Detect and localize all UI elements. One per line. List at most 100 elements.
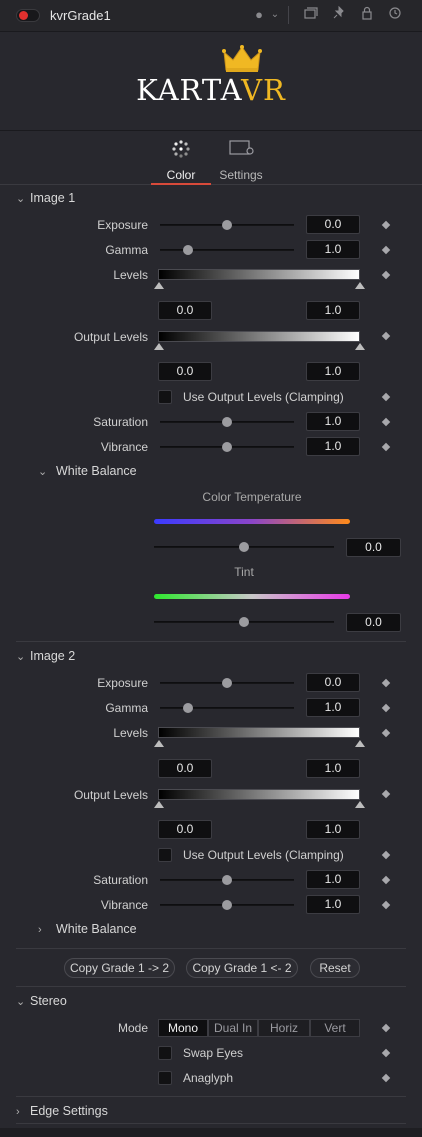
edge-settings-header[interactable]: › Edge Settings xyxy=(16,1104,108,1118)
output-levels-high-handle[interactable] xyxy=(355,801,365,808)
saturation-input[interactable]: 1.0 xyxy=(306,412,360,431)
exposure-label: Exposure xyxy=(97,218,148,232)
vibrance-slider-thumb[interactable] xyxy=(222,442,232,452)
output-levels-low-input[interactable]: 0.0 xyxy=(158,820,212,839)
gamma-slider[interactable] xyxy=(160,707,294,709)
exposure-input[interactable]: 0.0 xyxy=(306,215,360,234)
keyframe-diamond-icon[interactable] xyxy=(381,417,391,427)
keyframe-diamond-icon[interactable] xyxy=(381,1048,391,1058)
output-levels-low-input[interactable]: 0.0 xyxy=(158,362,212,381)
levels-high-handle[interactable] xyxy=(355,740,365,747)
use-output-levels-checkbox[interactable] xyxy=(158,848,172,862)
white-balance-header[interactable]: › White Balance xyxy=(38,922,137,936)
section-divider xyxy=(16,948,406,949)
keyframe-diamond-icon[interactable] xyxy=(381,678,391,688)
color-temperature-slider-thumb[interactable] xyxy=(239,542,249,552)
tint-input[interactable]: 0.0 xyxy=(346,613,401,632)
saturation-label: Saturation xyxy=(93,415,148,429)
keyframe-diamond-icon[interactable] xyxy=(381,875,391,885)
saturation-input[interactable]: 1.0 xyxy=(306,870,360,889)
keyframe-diamond-icon[interactable] xyxy=(381,900,391,910)
mode-vert-button[interactable]: Vert xyxy=(310,1019,360,1037)
color-temperature-input[interactable]: 0.0 xyxy=(346,538,401,557)
tab-settings[interactable]: Settings xyxy=(211,138,271,185)
copy-grade-1-to-2-button[interactable]: Copy Grade 1 -> 2 xyxy=(64,958,175,978)
chevron-down-icon: ⌄ xyxy=(16,651,26,663)
gamma-input[interactable]: 1.0 xyxy=(306,240,360,259)
keyframe-diamond-icon[interactable] xyxy=(381,331,391,341)
keyframe-diamond-icon[interactable] xyxy=(381,703,391,713)
swap-eyes-checkbox[interactable] xyxy=(158,1046,172,1060)
tab-color[interactable]: Color xyxy=(151,138,211,185)
use-output-levels-checkbox[interactable] xyxy=(158,390,172,404)
levels-high-input[interactable]: 1.0 xyxy=(306,759,360,778)
levels-low-input[interactable]: 0.0 xyxy=(158,759,212,778)
output-levels-gradient[interactable] xyxy=(158,331,360,342)
tint-label: Tint xyxy=(234,565,254,579)
gamma-slider-thumb[interactable] xyxy=(183,245,193,255)
keyframe-diamond-icon[interactable] xyxy=(381,789,391,799)
levels-high-input[interactable]: 1.0 xyxy=(306,301,360,320)
chevron-down-icon[interactable]: ⌄ xyxy=(270,9,280,20)
exposure-slider-thumb[interactable] xyxy=(222,220,232,230)
levels-gradient[interactable] xyxy=(158,727,360,738)
saturation-slider-thumb[interactable] xyxy=(222,417,232,427)
reset-icon[interactable] xyxy=(386,6,404,24)
vibrance-slider-thumb[interactable] xyxy=(222,900,232,910)
white-balance-label: White Balance xyxy=(56,464,137,478)
levels-low-input[interactable]: 0.0 xyxy=(158,301,212,320)
mode-dual-in-button[interactable]: Dual In xyxy=(208,1019,258,1037)
keyframe-diamond-icon[interactable] xyxy=(381,1073,391,1083)
output-levels-low-handle[interactable] xyxy=(154,801,164,808)
gamma-slider[interactable] xyxy=(160,249,294,251)
gamma-label: Gamma xyxy=(105,243,148,257)
logo-banner: KARTAVR xyxy=(0,33,422,131)
copy-grade-2-to-1-button[interactable]: Copy Grade 1 <- 2 xyxy=(186,958,298,978)
output-levels-high-handle[interactable] xyxy=(355,343,365,350)
gamma-slider-thumb[interactable] xyxy=(183,703,193,713)
image1-section-header[interactable]: ⌄ Image 1 xyxy=(16,191,75,205)
active-tab-indicator xyxy=(151,183,211,185)
output-levels-gradient[interactable] xyxy=(158,789,360,800)
output-levels-high-input[interactable]: 1.0 xyxy=(306,362,360,381)
keyframe-diamond-icon[interactable] xyxy=(381,270,391,280)
levels-gradient[interactable] xyxy=(158,269,360,280)
keyframe-diamond-icon[interactable] xyxy=(381,850,391,860)
white-balance-header[interactable]: ⌄ White Balance xyxy=(38,464,137,478)
levels-low-handle[interactable] xyxy=(154,740,164,747)
color-dot-icon[interactable]: ● xyxy=(255,7,263,22)
keyframe-diamond-icon[interactable] xyxy=(381,245,391,255)
exposure-slider-thumb[interactable] xyxy=(222,678,232,688)
keyframe-diamond-icon[interactable] xyxy=(381,392,391,402)
mode-mono-button[interactable]: Mono xyxy=(158,1019,208,1037)
saturation-label: Saturation xyxy=(93,873,148,887)
keyframe-diamond-icon[interactable] xyxy=(381,728,391,738)
output-levels-high-input[interactable]: 1.0 xyxy=(306,820,360,839)
vibrance-input[interactable]: 1.0 xyxy=(306,895,360,914)
keyframe-diamond-icon[interactable] xyxy=(381,1023,391,1033)
lock-icon[interactable] xyxy=(358,6,376,24)
output-levels-low-handle[interactable] xyxy=(154,343,164,350)
reset-button[interactable]: Reset xyxy=(310,958,360,978)
mode-label: Mode xyxy=(117,1021,148,1035)
keyframe-diamond-icon[interactable] xyxy=(381,220,391,230)
exposure-input[interactable]: 0.0 xyxy=(306,673,360,692)
node-enable-toggle[interactable] xyxy=(16,9,40,22)
vibrance-input[interactable]: 1.0 xyxy=(306,437,360,456)
crown-icon xyxy=(222,45,262,72)
stereo-section-header[interactable]: ⌄ Stereo xyxy=(16,994,67,1008)
saturation-slider-thumb[interactable] xyxy=(222,875,232,885)
image2-section-header[interactable]: ⌄ Image 2 xyxy=(16,649,75,663)
anaglyph-checkbox[interactable] xyxy=(158,1071,172,1085)
versions-icon[interactable] xyxy=(302,6,320,24)
gamma-input[interactable]: 1.0 xyxy=(306,698,360,717)
mode-horiz-button[interactable]: Horiz xyxy=(258,1019,310,1037)
levels-high-handle[interactable] xyxy=(355,282,365,289)
levels-low-handle[interactable] xyxy=(154,282,164,289)
keyframe-diamond-icon[interactable] xyxy=(381,442,391,452)
exposure-label: Exposure xyxy=(97,676,148,690)
pin-icon[interactable] xyxy=(330,5,348,24)
tint-slider-thumb[interactable] xyxy=(239,617,249,627)
output-levels-label: Output Levels xyxy=(73,330,148,344)
edge-settings-label: Edge Settings xyxy=(30,1104,108,1118)
